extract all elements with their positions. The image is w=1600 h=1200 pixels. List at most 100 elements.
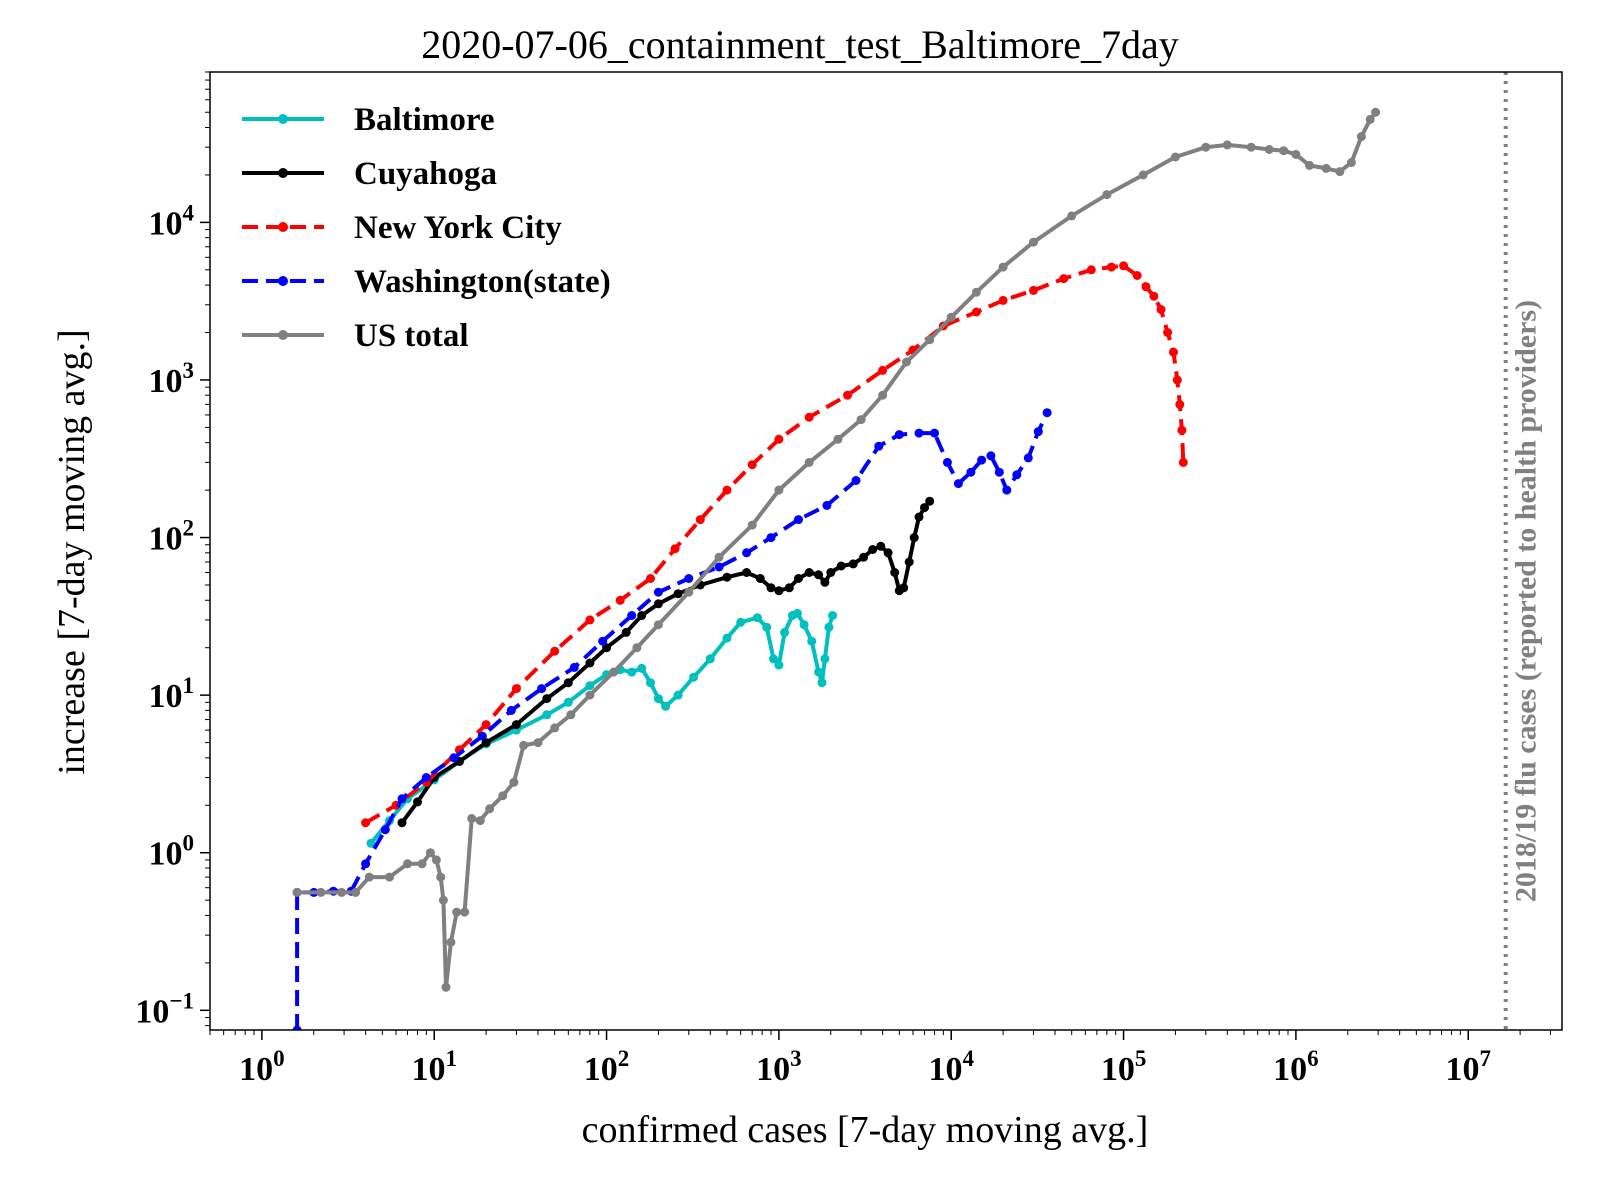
legend: Baltimore Cuyahoga New York City Washington… [242, 102, 611, 354]
series-4-point-32 [774, 485, 784, 495]
series-0-point-26 [780, 627, 790, 637]
plot-area [292, 72, 1508, 1030]
series-3-point-31 [977, 455, 987, 465]
series-4-point-33 [804, 457, 814, 467]
series-1-point-16 [742, 568, 752, 577]
series-4-point-3 [351, 887, 361, 897]
legend-label-2: New York City [354, 210, 562, 246]
series-2-point-26 [1119, 261, 1129, 271]
series-3-point-0 [292, 1025, 302, 1030]
series-4-point-59 [1371, 107, 1381, 117]
series-2-point-10 [670, 544, 680, 554]
series-3-point-24 [874, 441, 884, 451]
series-4-point-50 [1264, 145, 1274, 154]
series-3-point-34 [1002, 485, 1012, 495]
series-0-point-29 [799, 620, 809, 630]
series-3-point-26 [914, 428, 924, 438]
series-3-point-36 [1023, 453, 1033, 463]
series-1-point-34 [899, 583, 909, 593]
series-3-point-30 [966, 467, 976, 477]
plot-frame [209, 71, 1563, 1031]
legend-marker-2 [278, 222, 288, 232]
series-1-point-26 [836, 561, 846, 571]
series-2-point-27 [1132, 271, 1142, 280]
series-4-point-55 [1335, 167, 1345, 177]
series-1-point-35 [904, 557, 914, 567]
series-0-point-23 [762, 622, 772, 632]
series-0-point-15 [653, 694, 663, 704]
series-0-point-34 [824, 622, 834, 632]
series-4-point-21 [519, 740, 529, 750]
series-3-point-9 [449, 753, 459, 763]
series-0-point-18 [689, 672, 699, 682]
series-line-1 [400, 499, 932, 824]
series-4-point-22 [533, 738, 543, 748]
series-4-point-57 [1356, 132, 1366, 142]
series-3-point-12 [537, 684, 547, 694]
series-4-point-38 [925, 335, 935, 345]
series-1-point-32 [890, 568, 900, 577]
series-3-point-13 [569, 662, 579, 672]
series-4-point-27 [632, 643, 642, 653]
series-0-point-8 [563, 697, 573, 707]
series-0-point-12 [627, 667, 637, 677]
legend-label-3: Washington(state) [354, 264, 611, 300]
chart-title: 2020-07-06_containment_test_Baltimore_7d… [421, 22, 1179, 67]
series-4-point-51 [1279, 146, 1289, 156]
series-0-point-33 [820, 654, 830, 664]
series-4-point-53 [1305, 160, 1314, 170]
x-axis-label: confirmed cases [7-day moving avg.] [582, 1109, 1149, 1151]
series-3-point-19 [742, 548, 752, 558]
legend-entry-3: Washington(state) [242, 264, 611, 300]
series-1-point-30 [876, 541, 886, 551]
legend-label-0: Baltimore [354, 102, 495, 138]
series-2-point-29 [1149, 291, 1159, 301]
series-3-point-29 [953, 479, 963, 489]
series-1-point-23 [814, 570, 824, 580]
series-0-point-0 [366, 838, 376, 848]
series-2-point-9 [646, 574, 655, 583]
series-0-point-17 [673, 690, 683, 700]
series-1-point-18 [766, 583, 776, 593]
series-4-point-20 [509, 777, 519, 787]
series-2-point-30 [1156, 305, 1166, 314]
series-1-point-9 [602, 643, 612, 653]
legend-entry-0: Baltimore [242, 102, 495, 138]
series-1-point-38 [920, 503, 929, 513]
x-tick-label-2: 102 [584, 1046, 630, 1088]
series-3-point-6 [380, 825, 390, 835]
series-1-point-4 [481, 738, 491, 748]
series-4-point-17 [475, 816, 485, 826]
y-axis-label: increase [7-day moving avg.] [51, 329, 93, 774]
series-4-point-56 [1346, 158, 1356, 167]
series-2-point-4 [481, 720, 491, 730]
series-3-point-33 [994, 467, 1004, 477]
series-2-point-22 [1029, 285, 1038, 295]
x-tick-label-7: 107 [1445, 1046, 1491, 1088]
series-3-point-35 [1012, 470, 1022, 480]
series-3-point-22 [822, 500, 832, 510]
series-4-point-11 [438, 895, 448, 905]
series-4-point-54 [1321, 163, 1331, 173]
series-4-point-12 [441, 982, 451, 992]
series-4-point-46 [1170, 152, 1180, 162]
series-2-point-25 [1106, 262, 1116, 272]
series-1-point-10 [621, 627, 631, 637]
series-1-point-37 [914, 512, 924, 522]
series-3-point-16 [653, 587, 663, 597]
series-2-point-15 [804, 412, 814, 422]
series-0-point-25 [774, 660, 784, 670]
series-4-point-37 [902, 357, 911, 367]
series-1-point-19 [774, 586, 784, 596]
series-4-point-44 [1102, 190, 1112, 200]
y-tick-label-2: 101 [149, 673, 195, 715]
series-4-point-26 [609, 667, 619, 677]
series-4-point-15 [460, 907, 470, 917]
series-0-point-30 [807, 636, 817, 646]
x-axis: 100 101 102 103 104 105 106 107 [209, 1030, 1551, 1088]
series-3-point-20 [766, 533, 776, 543]
series-4-point-0 [292, 887, 302, 897]
series-0-point-14 [646, 678, 655, 688]
series-3-point-7 [397, 794, 407, 804]
series-3-point-14 [598, 636, 608, 646]
